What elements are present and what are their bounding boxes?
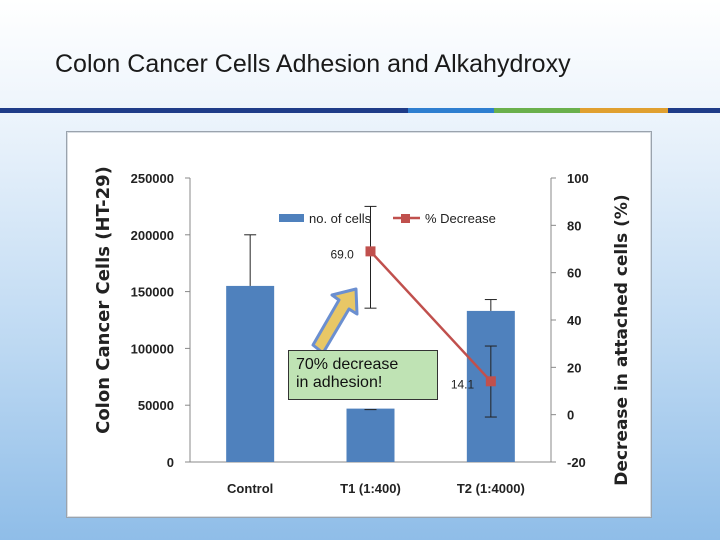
title-rule-segment	[580, 108, 668, 113]
right-tick-label: 80	[567, 218, 581, 233]
x-tick-label: T1 (1:400)	[340, 481, 401, 496]
series-line	[369, 250, 492, 383]
right-axis-title: Decrease in attached cells (%)	[612, 194, 632, 485]
legend-swatch-bars	[279, 214, 304, 222]
legend-label-line: % Decrease	[425, 211, 496, 226]
bar	[346, 408, 395, 462]
series-marker	[365, 246, 376, 257]
left-tick-label: 50000	[138, 398, 174, 413]
left-tick-label: 100000	[131, 341, 174, 356]
left-axis-title: Colon Cancer Cells (HT-29)	[93, 166, 114, 434]
right-tick-label: 60	[567, 266, 581, 281]
legend-label-bars: no. of cells	[309, 211, 372, 226]
annotation-box: 70% decrease in adhesion!	[288, 350, 438, 400]
series-marker	[485, 376, 496, 387]
title-rule-segment	[0, 108, 408, 113]
point-data-label: 69.0	[331, 247, 355, 261]
title-rule-segment	[494, 108, 580, 113]
right-tick-label: -20	[567, 455, 586, 470]
bar	[226, 285, 275, 462]
slide-title: Colon Cancer Cells Adhesion and Alkahydr…	[55, 50, 571, 78]
title-rule-segment	[408, 108, 494, 113]
annotation-arrow	[311, 287, 359, 355]
annotation-line-2: in adhesion!	[296, 374, 383, 391]
left-tick-label: 250000	[131, 171, 174, 186]
annotation-line-1: 70% decrease	[296, 356, 399, 373]
x-tick-label: Control	[227, 481, 273, 496]
left-tick-label: 0	[167, 455, 174, 470]
right-tick-label: 40	[567, 313, 581, 328]
left-tick-label: 150000	[131, 285, 174, 300]
point-data-label: 14.1	[451, 377, 475, 391]
right-tick-label: 100	[567, 171, 589, 186]
right-tick-label: 20	[567, 360, 581, 375]
x-tick-label: T2 (1:4000)	[457, 481, 525, 496]
legend-marker-line	[401, 214, 410, 223]
left-tick-label: 200000	[131, 228, 174, 243]
right-tick-label: 0	[567, 408, 574, 423]
title-rule	[0, 108, 720, 113]
title-rule-segment	[668, 108, 720, 113]
